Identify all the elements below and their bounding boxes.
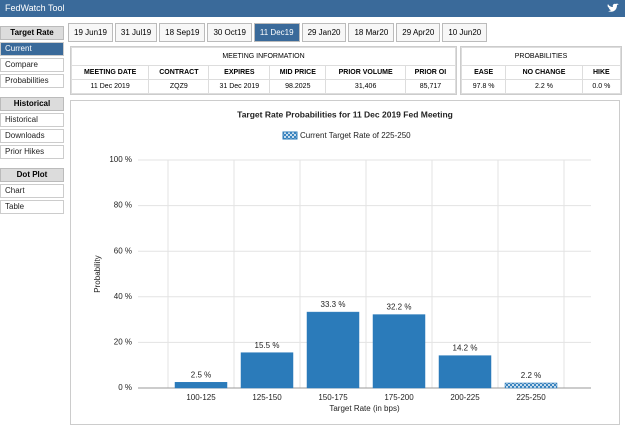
nav-item[interactable]: Historical — [0, 113, 64, 127]
bar — [174, 382, 228, 389]
cell: 31,406 — [325, 79, 406, 94]
nav-item[interactable]: Compare — [0, 58, 64, 72]
sidebar-section: Dot Plot Chart Table — [0, 168, 64, 214]
legend-swatch — [282, 131, 298, 140]
y-tick-label: 100 % — [109, 155, 132, 164]
x-tick-label: 200-225 — [450, 393, 480, 402]
column-header: HIKE — [581, 65, 622, 80]
header-row: MEETING DATE CONTRACT EXPIRES MID PRICE PRIO… — [70, 65, 457, 80]
section-title: Target Rate — [0, 26, 64, 40]
cell: 2.2 % — [505, 79, 583, 94]
y-tick-label: 80 % — [114, 201, 132, 210]
data-row: 11 Dec 2019 ZQZ9 31 Dec 2019 98.2025 31,406 8… — [70, 79, 457, 94]
meeting-tab[interactable]: 30 Oct19 — [207, 23, 252, 42]
nav-item[interactable]: Probabilities — [0, 74, 64, 88]
data-label: 2.5 % — [191, 370, 211, 379]
x-tick-label: 125-150 — [252, 393, 282, 402]
meeting-tab[interactable]: 10 Jun20 — [442, 23, 488, 42]
data-label: 14.2 % — [453, 344, 478, 353]
info-table: PROBABILITIES EASE NO CHANGE HIKE 97.8 % 2.2 … — [460, 47, 622, 94]
x-tick-label: 175-200 — [384, 393, 414, 402]
data-label: 33.3 % — [321, 300, 346, 309]
title-row: PROBABILITIES — [461, 47, 621, 66]
meeting-tab[interactable]: 19 Jun19 — [68, 23, 113, 42]
cell: ZQZ9 — [148, 79, 210, 94]
cell: 97.8 % — [460, 79, 507, 94]
meeting-tab[interactable]: 18 Mar20 — [348, 23, 395, 42]
y-axis-title: Probability — [93, 255, 102, 292]
probabilities: PROBABILITIES EASE NO CHANGE HIKE 97.8 % 2.2 … — [460, 46, 622, 95]
nav-item[interactable]: Table — [0, 200, 64, 214]
nav-item[interactable]: Chart — [0, 184, 64, 198]
y-tick-label: 40 % — [114, 292, 132, 301]
data-label: 15.5 % — [255, 341, 280, 350]
nav-item[interactable]: Prior Hikes — [0, 145, 64, 159]
column-header: NO CHANGE — [505, 65, 583, 80]
column-header: MEETING DATE — [70, 65, 150, 80]
x-tick-label: 100-125 — [186, 393, 216, 402]
cell: 11 Dec 2019 — [70, 79, 150, 94]
meeting-tab[interactable]: 31 Jul19 — [114, 23, 158, 42]
header: FedWatch Tool — [0, 0, 625, 17]
meeting-tab[interactable]: 29 Jan20 — [301, 23, 347, 42]
bar — [438, 355, 492, 389]
nav-item[interactable]: Current — [0, 42, 64, 56]
cell: 31 Dec 2019 — [208, 79, 271, 94]
chart-title: Target Rate Probabilities for 11 Dec 201… — [237, 109, 453, 119]
cell: 98.2025 — [269, 79, 327, 94]
x-axis-title: Target Rate (in bps) — [329, 404, 400, 413]
data-row: 97.8 % 2.2 % 0.0 % — [460, 79, 622, 94]
bar — [306, 311, 360, 389]
data-label: 2.2 % — [521, 371, 541, 380]
column-header: EASE — [460, 65, 507, 80]
chart-panel: Target Rate Probabilities for 11 Dec 201… — [70, 100, 620, 425]
bar — [504, 382, 558, 389]
meeting-tab[interactable]: 29 Apr20 — [396, 23, 441, 42]
table-title: PROBABILITIES — [461, 47, 621, 66]
column-header: EXPIRES — [208, 65, 271, 80]
twitter-icon[interactable] — [607, 3, 619, 14]
tabs: 19 Jun19 31 Jul19 18 Sep19 30 Oct19 11 Dec19… — [68, 23, 488, 42]
meeting-tab[interactable]: 18 Sep19 — [159, 23, 206, 42]
chart: Target Rate Probabilities for 11 Dec 201… — [93, 109, 591, 413]
column-header: CONTRACT — [148, 65, 210, 80]
cell: 85,717 — [404, 79, 457, 94]
sidebar-section: Historical Historical Downloads Prior Hikes — [0, 97, 64, 159]
x-tick-label: 150-175 — [318, 393, 348, 402]
y-tick-label: 20 % — [114, 338, 132, 347]
cell: 0.0 % — [581, 79, 622, 94]
sidebar: Target Rate Current Compare Probabilities Hi… — [0, 26, 64, 223]
app-title: FedWatch Tool — [5, 3, 65, 13]
y-tick-label: 60 % — [114, 246, 132, 255]
sidebar-section: Target Rate Current Compare Probabilities — [0, 26, 64, 88]
legend-label: Current Target Rate of 225-250 — [300, 131, 411, 140]
meeting-info: MEETING INFORMATION MEETING DATE CONTRACT E… — [70, 46, 457, 95]
section-title: Dot Plot — [0, 168, 64, 182]
bar — [240, 352, 294, 389]
section-title: Historical — [0, 97, 64, 111]
nav-item[interactable]: Downloads — [0, 129, 64, 143]
column-header: PRIOR OI — [404, 65, 457, 80]
bar — [372, 314, 426, 389]
header-row: EASE NO CHANGE HIKE — [460, 65, 622, 80]
data-label: 32.2 % — [387, 303, 412, 312]
title-row: MEETING INFORMATION — [71, 47, 456, 66]
table-title: MEETING INFORMATION — [71, 47, 456, 66]
info-table: MEETING INFORMATION MEETING DATE CONTRACT E… — [70, 47, 457, 94]
column-header: PRIOR VOLUME — [325, 65, 406, 80]
y-tick-label: 0 % — [118, 383, 132, 392]
column-header: MID PRICE — [269, 65, 327, 80]
x-tick-label: 225-250 — [516, 393, 546, 402]
meeting-tab[interactable]: 11 Dec19 — [253, 23, 300, 42]
